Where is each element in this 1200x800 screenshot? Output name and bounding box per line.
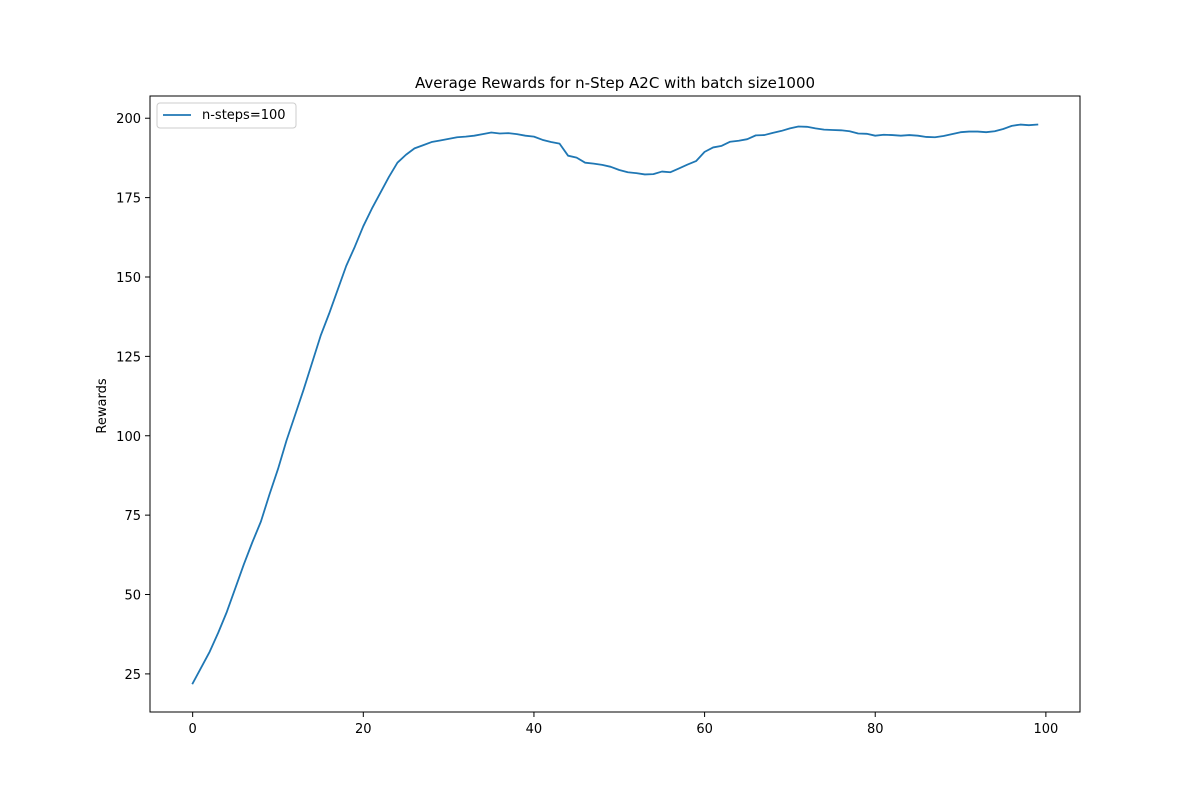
y-tick-label: 50	[124, 589, 141, 604]
plot-frame	[149, 95, 1081, 713]
legend-label: n-steps=100	[202, 108, 286, 123]
y-tick-label: 200	[116, 112, 141, 127]
x-tick-label: 80	[867, 722, 884, 737]
y-axis-label: Rewards	[95, 378, 110, 433]
plot-area: 0 20 40 60 80 100 25 50 75 100 125 150 175 200	[116, 112, 1058, 737]
legend-box	[156, 102, 297, 129]
series-line	[191, 123, 1039, 685]
chart-title: Average Rewards for n-Step A2C with batc…	[415, 74, 815, 92]
legend: n-steps=100	[156, 102, 297, 129]
y-tick-label: 125	[116, 350, 141, 365]
x-tick-label: 0	[189, 722, 197, 737]
y-tick-label: 150	[116, 271, 141, 286]
y-tick-label: 25	[124, 668, 141, 683]
y-tick-label: 75	[124, 509, 141, 524]
x-tick-label: 100	[1033, 722, 1058, 737]
x-tick-label: 60	[696, 722, 713, 737]
y-tick-label: 100	[116, 430, 141, 445]
x-tick-label: 20	[355, 722, 372, 737]
x-tick-label: 40	[526, 722, 543, 737]
y-tick-label: 175	[116, 192, 141, 207]
